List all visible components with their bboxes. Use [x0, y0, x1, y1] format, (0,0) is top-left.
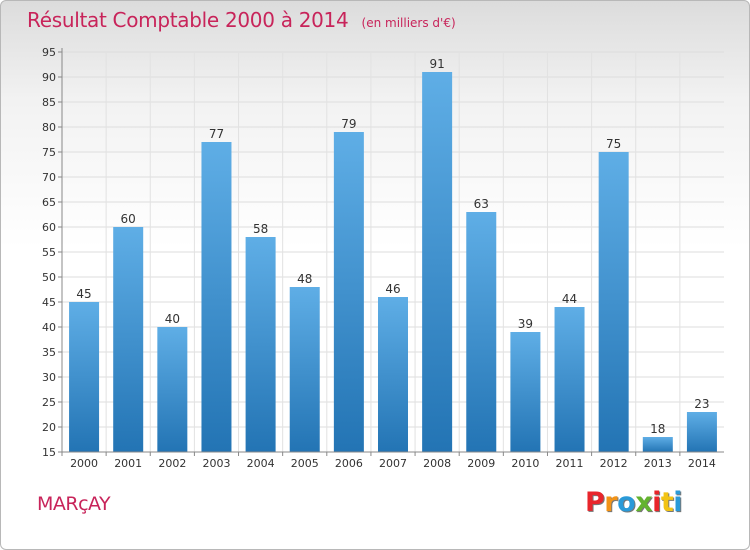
title-unit: (en milliers d'€) [361, 16, 456, 30]
logo-letter: x [635, 487, 653, 518]
logo-letter: r [604, 487, 618, 518]
bar-value-label: 23 [694, 397, 709, 411]
y-tick-label: 35 [42, 346, 56, 359]
y-tick-label: 85 [42, 96, 56, 109]
bar [201, 142, 232, 452]
logo-letter: t [660, 487, 674, 518]
y-tick-label: 40 [42, 321, 56, 334]
bar-value-label: 44 [562, 292, 577, 306]
y-tick-label: 50 [42, 271, 56, 284]
labels: 15 20 25 30 35 40 45 50 55 60 65 70 75 80 85 90 95 45 2000… [42, 46, 716, 470]
bar-value-label: 60 [121, 212, 136, 226]
x-tick-label: 2008 [423, 457, 451, 470]
bar [69, 302, 100, 452]
y-tick-label: 95 [42, 46, 56, 59]
y-tick-label: 30 [42, 371, 56, 384]
y-tick-label: 90 [42, 71, 56, 84]
y-tick-label: 65 [42, 196, 56, 209]
logo-letter: i [652, 487, 661, 518]
y-tick-label: 20 [42, 421, 56, 434]
bar [289, 287, 320, 452]
logo-letter: i [673, 487, 683, 518]
y-tick-label: 80 [42, 121, 56, 134]
bar [510, 332, 541, 452]
y-tick-label: 75 [42, 146, 56, 159]
bars [69, 72, 717, 452]
bar-value-label: 77 [209, 127, 224, 141]
bar [554, 307, 585, 452]
y-tick-label: 25 [42, 396, 56, 409]
x-tick-label: 2007 [379, 457, 407, 470]
commune-name: MARçAY [37, 493, 111, 515]
bar [157, 327, 188, 452]
y-tick-label: 55 [42, 246, 56, 259]
chart-title: Résultat Comptable 2000 à 2014 (en milli… [27, 8, 456, 32]
y-tick-label: 70 [42, 171, 56, 184]
logo-letter: o [617, 487, 636, 518]
bar [598, 152, 629, 452]
x-tick-label: 2002 [158, 457, 186, 470]
bar [466, 212, 497, 452]
bar [422, 72, 453, 452]
proxiti-logo: Proxiti [585, 487, 683, 518]
y-tick-label: 60 [42, 221, 56, 234]
y-tick-label: 45 [42, 296, 56, 309]
x-tick-label: 2013 [644, 457, 672, 470]
x-tick-label: 2012 [600, 457, 628, 470]
bar-value-label: 63 [474, 197, 489, 211]
bar-value-label: 75 [606, 137, 621, 151]
x-tick-label: 2009 [467, 457, 495, 470]
x-tick-label: 2001 [114, 457, 142, 470]
x-tick-label: 2011 [556, 457, 584, 470]
bar [642, 437, 673, 452]
logo-letter: P [585, 487, 605, 518]
bar-value-label: 46 [385, 282, 400, 296]
bar [378, 297, 408, 452]
bar-value-label: 48 [297, 272, 312, 286]
y-tick-label: 15 [42, 446, 56, 459]
bar-value-label: 58 [253, 222, 268, 236]
bar [333, 132, 364, 452]
bar [245, 237, 276, 452]
x-tick-label: 2006 [335, 457, 363, 470]
x-tick-label: 2000 [70, 457, 98, 470]
bar [113, 227, 144, 452]
title-main: Résultat Comptable 2000 à 2014 [27, 8, 349, 32]
bar [686, 412, 717, 452]
bar-value-label: 91 [429, 57, 444, 71]
bar-value-label: 45 [76, 287, 91, 301]
axes [58, 48, 724, 456]
bar-value-label: 40 [165, 312, 180, 326]
x-tick-label: 2014 [688, 457, 716, 470]
bar-value-label: 39 [518, 317, 533, 331]
x-tick-label: 2010 [511, 457, 539, 470]
x-tick-label: 2003 [202, 457, 230, 470]
x-tick-label: 2005 [291, 457, 319, 470]
bar-value-label: 18 [650, 422, 665, 436]
bar-value-label: 79 [341, 117, 356, 131]
x-tick-label: 2004 [247, 457, 275, 470]
